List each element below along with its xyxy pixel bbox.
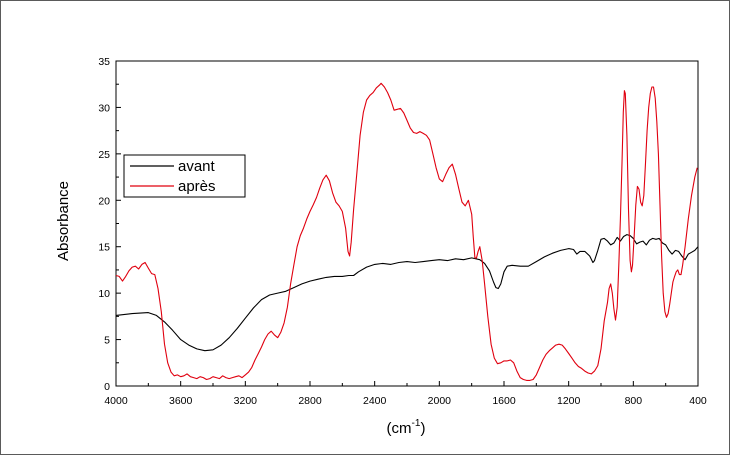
x-tick-label: 4000 (104, 395, 128, 407)
x-tick-label: 3200 (234, 395, 258, 407)
series-line-apres (115, 82, 698, 381)
legend-label-avant: avant (178, 158, 216, 175)
x-axis-title-main: (cm (387, 420, 412, 437)
legend: avant après (123, 154, 246, 198)
x-axis-title-close: ) (420, 420, 425, 437)
x-tick-label: 2400 (363, 395, 387, 407)
series-layer (115, 82, 699, 381)
plot-area (115, 60, 699, 387)
x-tick-label: 3600 (169, 395, 193, 407)
axes-layer: 4000 3600 3200 2800 2400 2000 1600 1200 800 40005… (98, 56, 707, 407)
y-tick-label: 35 (98, 56, 110, 68)
x-axis-title-sup: -1 (412, 418, 421, 429)
y-tick-label: 5 (104, 335, 110, 347)
y-tick-label: 20 (98, 195, 110, 207)
y-tick-label: 0 (104, 381, 110, 393)
x-tick-label: 1200 (557, 395, 581, 407)
y-tick-label: 25 (98, 149, 110, 161)
x-tick-label: 400 (689, 395, 707, 407)
x-tick-label: 2800 (298, 395, 322, 407)
x-tick-label: 2000 (428, 395, 452, 407)
x-tick-label: 1600 (492, 395, 516, 407)
y-tick-label: 15 (98, 242, 110, 254)
y-tick-label: 30 (98, 102, 110, 114)
y-axis-title: Absorbance (55, 181, 72, 261)
plot-border (115, 60, 699, 387)
x-axis-title: (cm-1) (387, 418, 426, 437)
legend-box (123, 154, 246, 198)
y-tick-label: 10 (98, 288, 110, 300)
series-line-avant (115, 234, 699, 352)
legend-label-apres: après (178, 178, 216, 195)
x-tick-label: 800 (625, 395, 643, 407)
